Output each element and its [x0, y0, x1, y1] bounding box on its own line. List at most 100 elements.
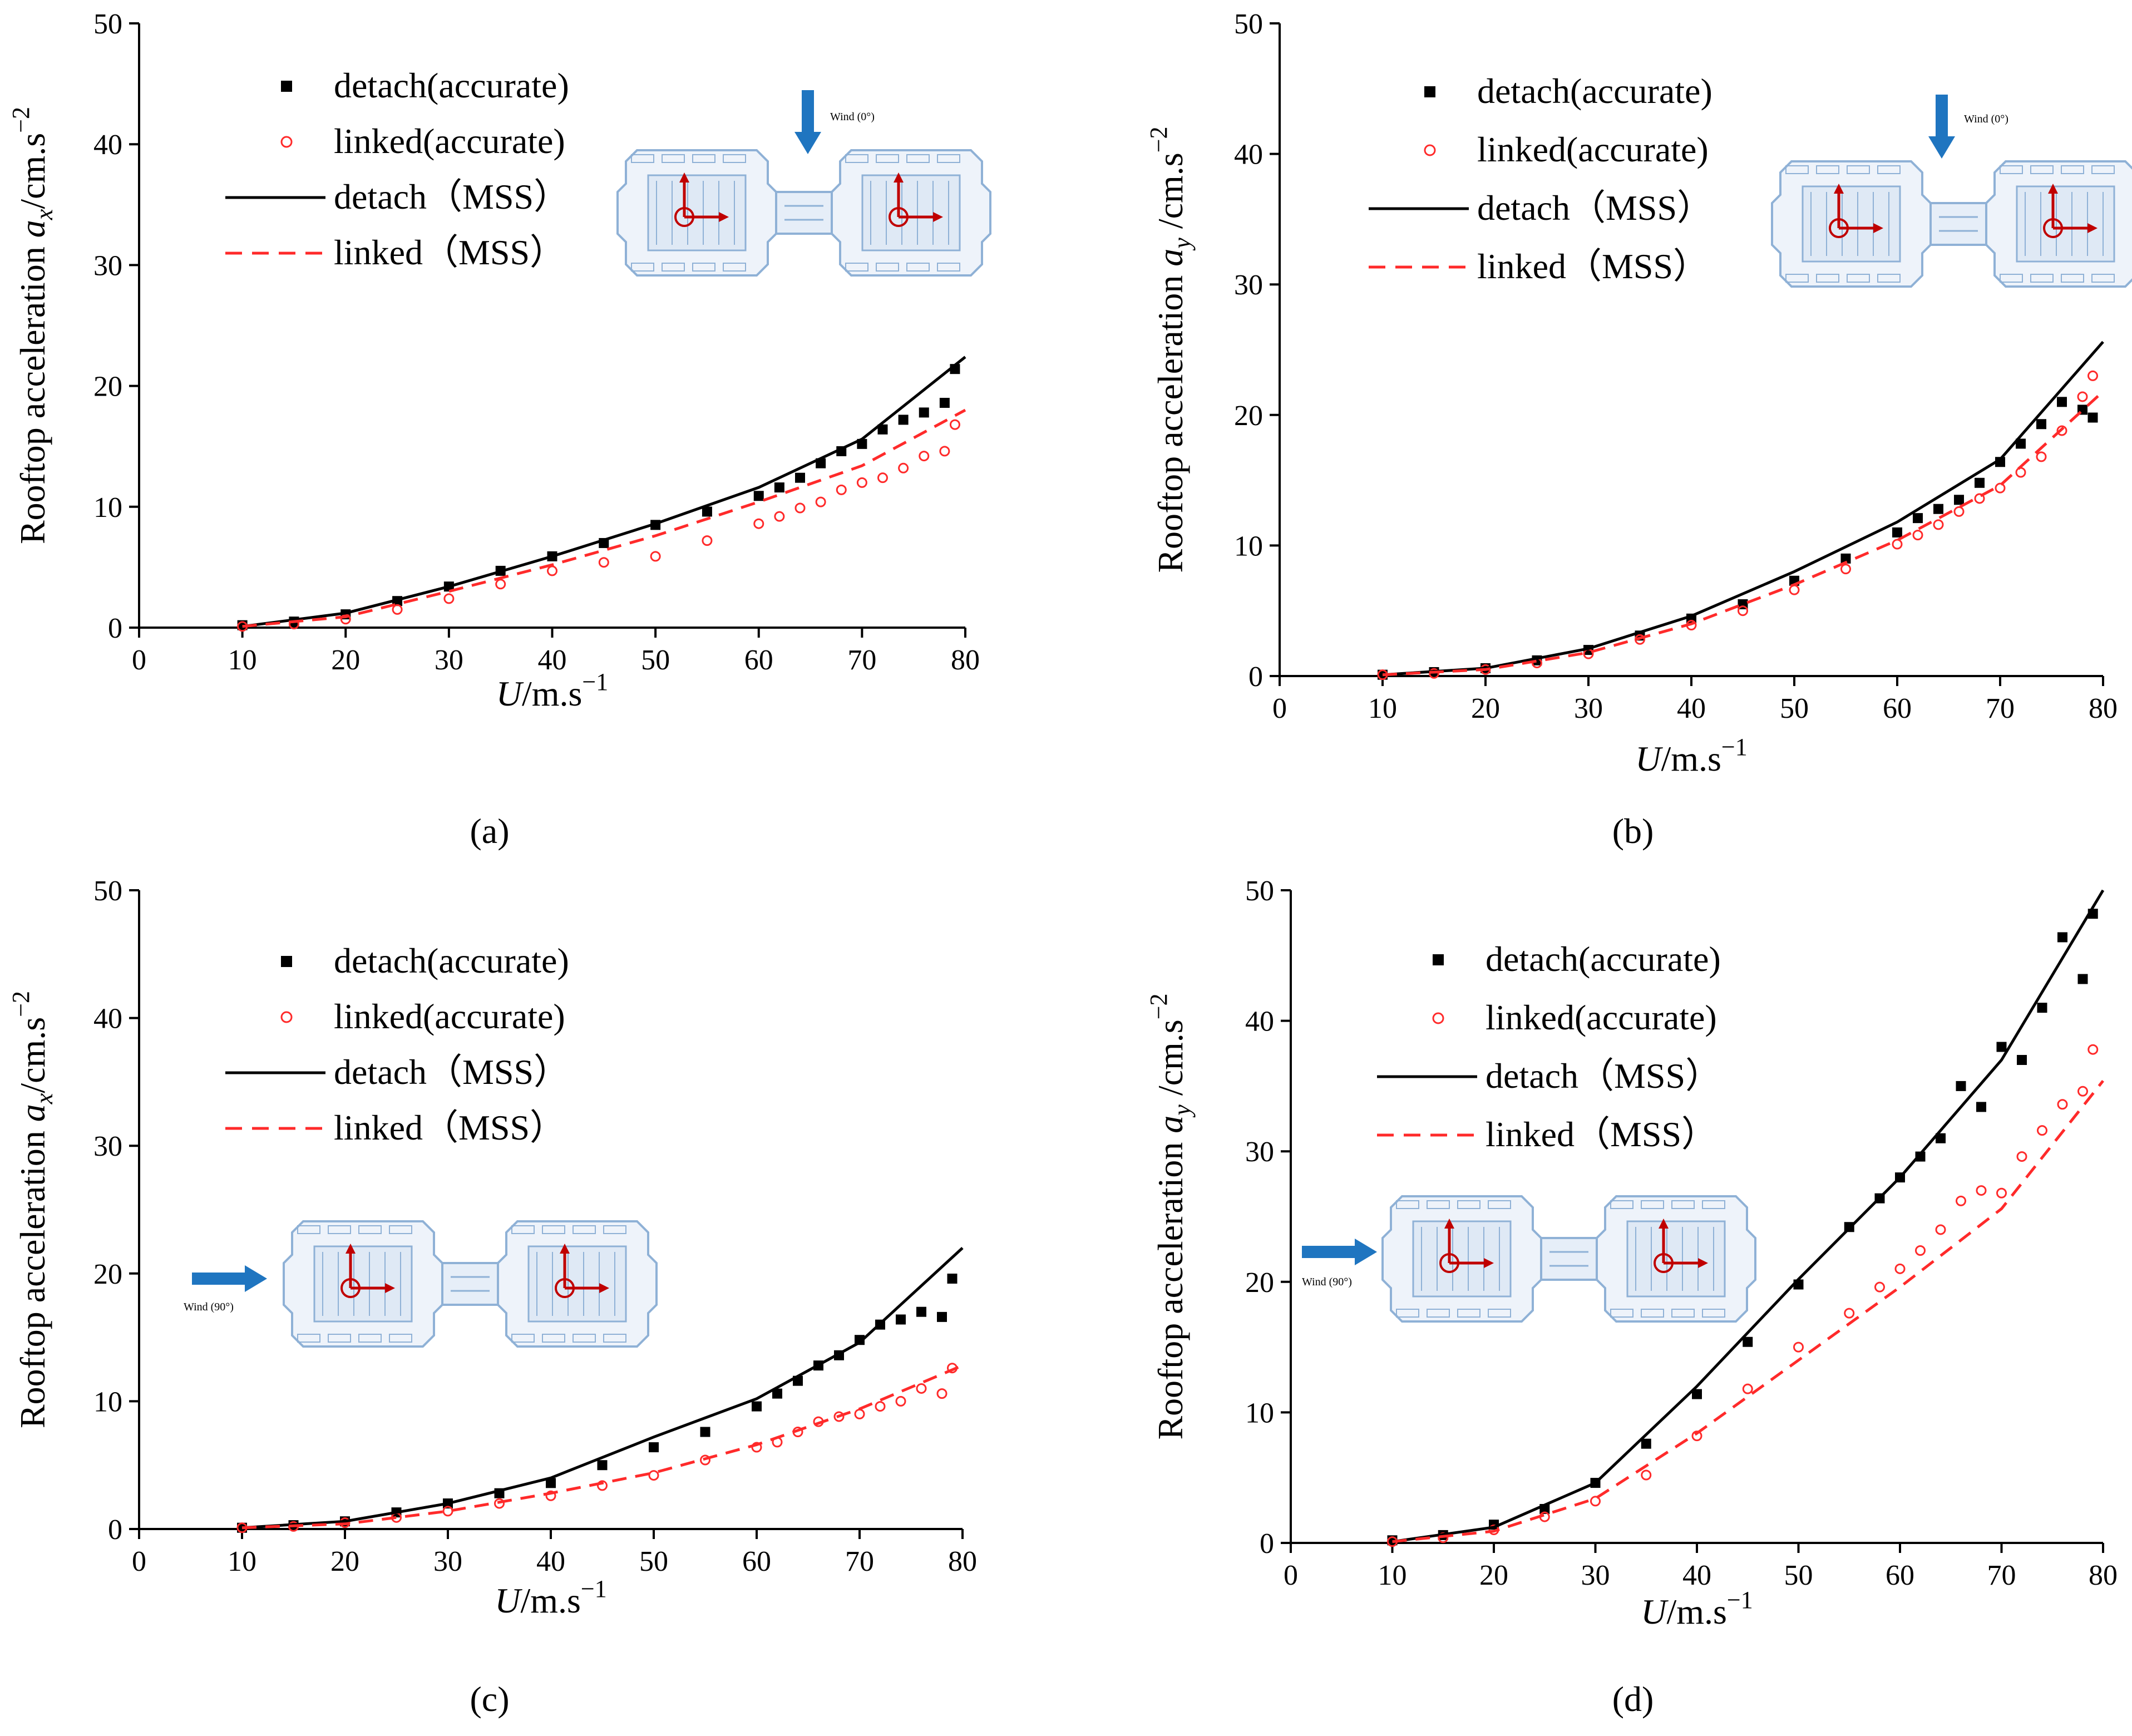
- building-west: [616, 149, 777, 277]
- legend-circle-icon: [1432, 1012, 1444, 1024]
- series-open-circle-marker: [237, 419, 960, 632]
- arrowhead-icon: [2087, 223, 2098, 233]
- plan-room: [328, 1334, 351, 1343]
- detach-mss-line: [1392, 889, 2105, 1543]
- linked-accurate-point: [2077, 391, 2088, 402]
- y-axis-prefix: Rooftop acceleration: [13, 238, 52, 544]
- arrowhead-icon: [933, 212, 943, 222]
- building-core: [861, 174, 961, 251]
- detach-accurate-point: [1996, 1042, 2007, 1052]
- linked-accurate-point: [856, 477, 867, 488]
- detach-accurate-point: [774, 482, 784, 493]
- legend-circle-icon: [280, 136, 293, 148]
- plan-room: [1641, 1309, 1664, 1318]
- arrowhead-icon: [1873, 223, 1883, 233]
- plan-room: [723, 154, 746, 163]
- linked-accurate-point: [1738, 605, 1748, 617]
- building-plan-inset: [1381, 1195, 1756, 1323]
- detach-accurate-point: [753, 491, 764, 501]
- detach-accurate-point: [877, 424, 888, 435]
- plan-room: [692, 263, 715, 272]
- plan-room: [937, 154, 960, 163]
- plan-room: [1847, 274, 1870, 283]
- plan-room: [2030, 274, 2054, 283]
- linked-accurate-point: [2057, 1099, 2068, 1110]
- plan-room: [662, 263, 685, 272]
- x-tick-label: 80: [2089, 1560, 2118, 1591]
- arrowhead-icon: [346, 1244, 356, 1254]
- plan-room: [1396, 1309, 1419, 1318]
- plan-room: [297, 1334, 320, 1343]
- legend-label: linked(accurate): [1477, 130, 1709, 169]
- sky-bridge: [1929, 202, 1987, 246]
- y-axis-prefix: Rooftop acceleration: [1151, 267, 1190, 573]
- detach-accurate-point: [237, 1522, 247, 1533]
- building-core: [647, 174, 747, 251]
- y-tick-label: 40: [93, 1003, 122, 1035]
- x-tick-label: 70: [845, 1546, 874, 1577]
- linked-accurate-point: [939, 446, 950, 457]
- legend: detach(accurate) linked(accurate) detach（M…: [225, 941, 569, 1147]
- detach-accurate-point: [1692, 1389, 1702, 1399]
- detach-accurate-point: [1743, 1336, 1753, 1347]
- x-tick-label: 80: [948, 1546, 977, 1577]
- linked-accurate-point: [547, 565, 557, 576]
- plan-room: [845, 263, 868, 272]
- x-tick-label: 40: [536, 1546, 565, 1577]
- y-axis-prefix: Rooftop acceleration: [13, 1122, 52, 1428]
- y-axis-sub: x: [31, 209, 58, 220]
- plan-room: [1702, 1200, 1725, 1209]
- linked-mss-line: [242, 408, 966, 628]
- wind-arrow-shaft: [192, 1273, 245, 1285]
- linked-accurate-point: [2037, 1125, 2047, 1136]
- x-tick-label: 70: [1986, 693, 2015, 724]
- detach-accurate-point: [1840, 553, 1851, 564]
- arrowhead-icon: [894, 172, 904, 183]
- series-solid-line: [242, 356, 966, 628]
- plan-room: [1396, 1200, 1419, 1209]
- x-tick-label: 40: [1677, 693, 1706, 724]
- linked-accurate-point: [2036, 451, 2047, 462]
- y-axis-title: Rooftop acceleration ax/cm.s−2: [7, 107, 58, 544]
- y-tick-label: 40: [93, 129, 122, 161]
- y-tick-label: 20: [1245, 1267, 1274, 1299]
- y-axis-title: Rooftop acceleration ay /cm.s−2: [1145, 993, 1196, 1439]
- linked-accurate-point: [936, 1388, 947, 1399]
- x-tick-label: 30: [1574, 693, 1603, 724]
- linked-mss-line: [241, 1364, 963, 1530]
- linked-accurate-point: [1915, 1245, 1926, 1256]
- y-axis-title: Rooftop acceleration ax/cm.s−2: [7, 991, 58, 1428]
- building-west: [283, 1220, 443, 1348]
- x-axis-unit: /m.s: [1666, 1592, 1726, 1631]
- y-tick-label: 10: [93, 1386, 122, 1418]
- plan-room: [2091, 274, 2115, 283]
- linked-accurate-point: [1996, 1187, 2007, 1199]
- series-dashed-line: [1392, 1079, 2104, 1543]
- linked-accurate-point: [815, 496, 826, 507]
- detach-accurate-point: [649, 1442, 659, 1453]
- plan-room: [1847, 165, 1870, 174]
- panel-c: 0 10 20 30 40 50 60 70 80 0 10 20 30 40 50 U/m.s−1 Rooft…: [7, 875, 977, 1719]
- linked-accurate-point: [392, 604, 403, 615]
- panel-label: (d): [1612, 1679, 1654, 1719]
- detach-mss-line: [242, 356, 966, 628]
- plan-room: [1671, 1200, 1695, 1209]
- detach-mss-line: [1382, 341, 2104, 677]
- y-tick-label: 50: [1234, 8, 1263, 40]
- panel-d: 0 10 20 30 40 50 60 70 80 0 10 20 30 40 50 U/m.s−1 Rooft…: [1145, 875, 2118, 1719]
- building-plan-inset: [283, 1220, 658, 1348]
- plan-room: [1610, 1200, 1633, 1209]
- building-core: [527, 1245, 627, 1323]
- linked-accurate-point: [1840, 564, 1851, 575]
- panel-a: 0 10 20 30 40 50 60 70 80 0 10 20 30 40 50 U/m.s−1 Rooft…: [7, 8, 991, 851]
- linked-accurate-point: [2077, 1086, 2088, 1097]
- plan-room: [603, 1225, 626, 1234]
- linked-mss-line: [1392, 1079, 2104, 1543]
- building-core: [1802, 185, 1901, 263]
- linked-accurate-point: [1995, 482, 2006, 494]
- detach-accurate-point: [2077, 974, 2088, 984]
- legend-square-icon: [281, 956, 292, 967]
- x-tick-label: 0: [1284, 1560, 1298, 1591]
- legend-label: linked（MSS）: [334, 1108, 565, 1147]
